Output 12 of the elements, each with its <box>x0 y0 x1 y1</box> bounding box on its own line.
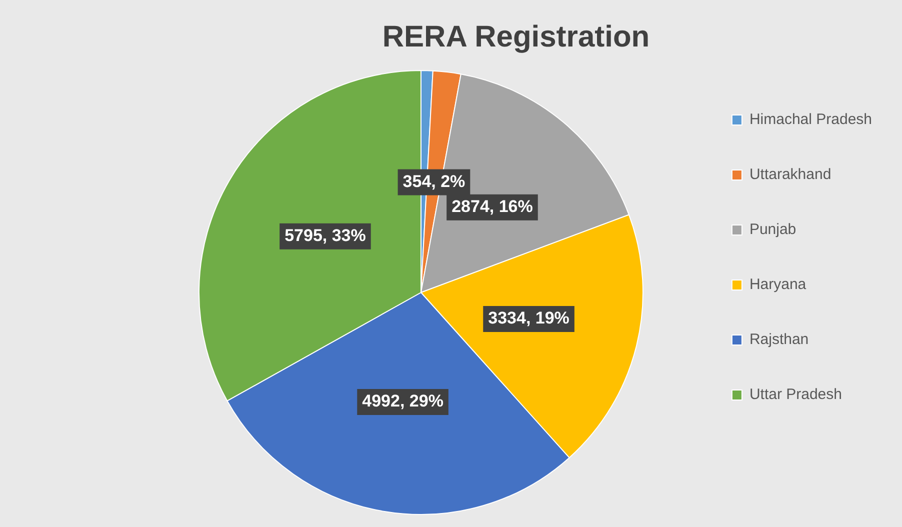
data-label: 2874, 16% <box>452 197 533 216</box>
legend-label: Rajsthan <box>749 331 809 348</box>
chart-title: RERA Registration <box>382 20 650 54</box>
data-label: 4992, 29% <box>362 392 444 411</box>
legend-label: Himachal Pradesh <box>749 111 872 128</box>
legend-label: Punjab <box>749 221 796 238</box>
data-label: 5795, 33% <box>284 226 366 246</box>
legend-label: Haryana <box>749 276 807 294</box>
data-label: 354, 2% <box>402 172 466 191</box>
legend-label: Uttar Pradesh <box>749 386 842 404</box>
legend-label: Uttarakhand <box>749 166 832 184</box>
data-label: 3334, 19% <box>488 308 570 328</box>
